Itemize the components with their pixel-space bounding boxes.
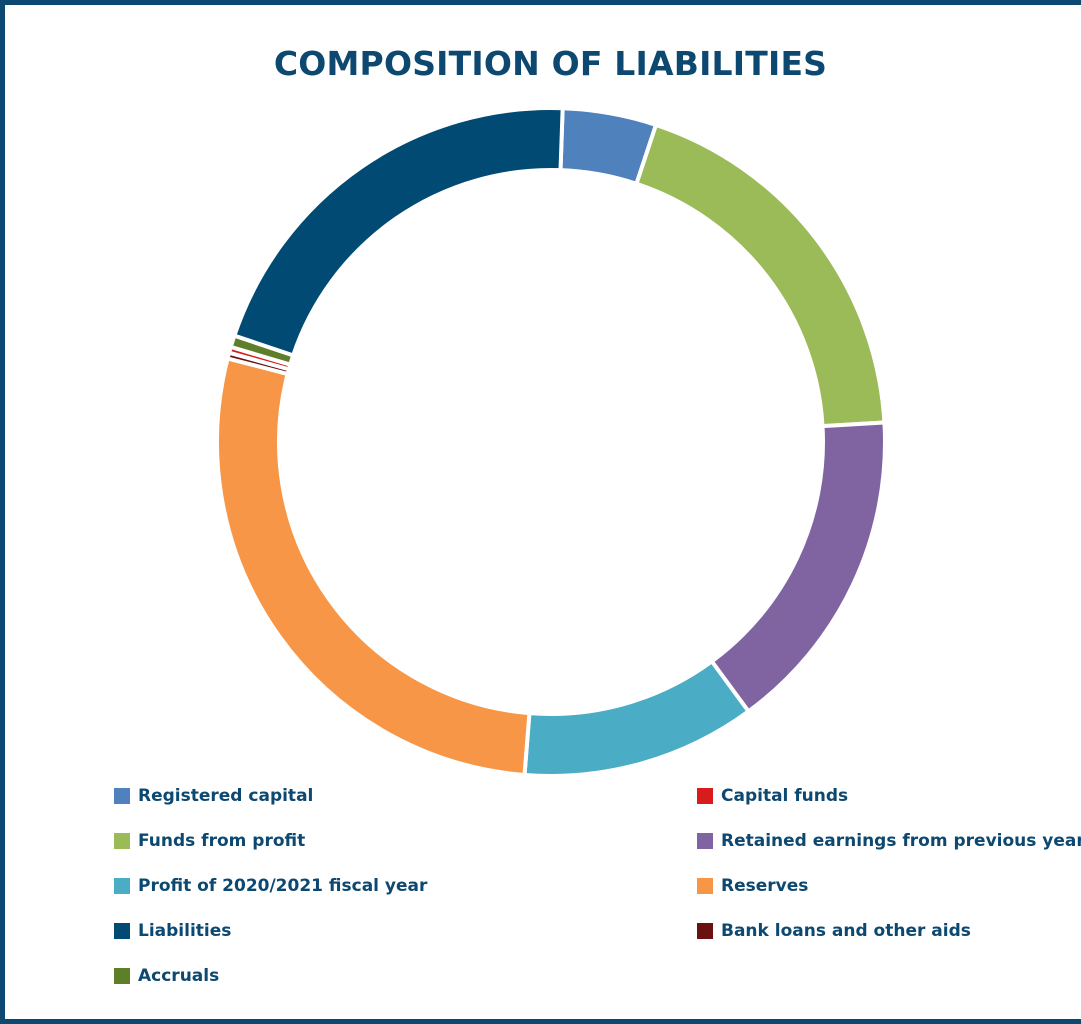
legend-item-funds-from-profit: Funds from profit [114,830,305,852]
legend-label: Funds from profit [138,831,306,851]
legend-swatch [114,878,130,894]
legend-item-retained-earnings-from-previous-years: Retained earnings from previous years [697,830,1081,852]
legend-item-liabilities: Liabilities [114,920,231,942]
slice-liabilities [231,106,565,358]
legend-item-capital-funds: Capital funds [697,785,848,807]
legend-label: Accruals [138,966,220,986]
legend-item-profit-of-2020-2021-fiscal-year: Profit of 2020/2021 fiscal year [114,875,427,897]
legend-swatch [697,923,713,939]
legend-label: Registered capital [138,786,314,806]
legend-item-accruals: Accruals [114,965,219,987]
slice-funds-from-profit [633,122,887,429]
legend-swatch [697,878,713,894]
legend-swatch [114,833,130,849]
legend-item-registered-capital: Registered capital [114,785,313,807]
slice-profit-of-2020-2021-fiscal-year [522,658,752,778]
chart-title: COMPOSITION OF LIABILITIES [273,44,828,83]
legend-swatch [114,788,130,804]
legend-label: Bank loans and other aids [721,921,971,941]
legend-swatch [697,788,713,804]
legend-label: Retained earnings from previous years [721,831,1081,851]
legend-label: Capital funds [721,786,849,806]
legend-label: Reserves [721,876,809,896]
legend-swatch [114,968,130,984]
legend-label: Liabilities [138,921,232,941]
slice-reserves [215,355,532,778]
legend-item-bank-loans-and-other-aids: Bank loans and other aids [697,920,971,942]
legend-item-reserves: Reserves [697,875,808,897]
legend-label: Profit of 2020/2021 fiscal year [138,876,428,896]
slice-retained-earnings-from-previous-years [709,420,887,715]
legend-swatch [114,923,130,939]
legend-swatch [697,833,713,849]
